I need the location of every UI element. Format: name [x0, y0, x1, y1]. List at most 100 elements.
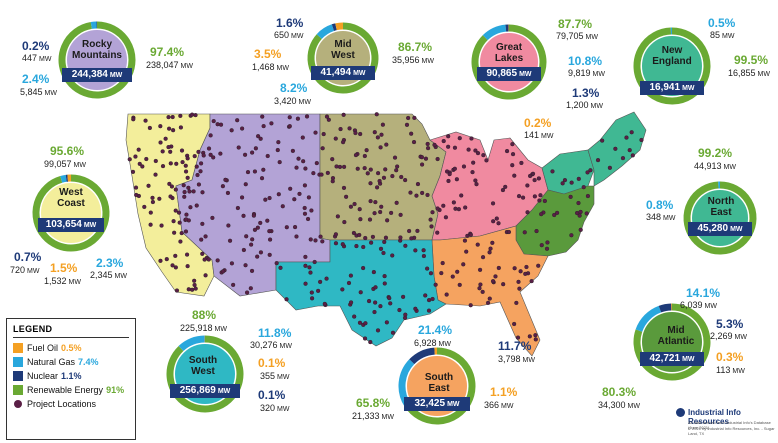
project-location-dot [487, 250, 492, 255]
project-location-dot [363, 321, 368, 326]
project-location-dot [324, 276, 329, 281]
project-location-dot [419, 162, 425, 167]
project-location-dot [150, 195, 155, 200]
project-location-dot [392, 155, 398, 160]
south-west-gas-arc [178, 335, 205, 352]
project-location-dot [368, 199, 373, 204]
project-location-dot [341, 185, 347, 191]
project-location-dot [627, 148, 632, 153]
project-location-dot [491, 219, 496, 224]
project-location-dot [347, 126, 352, 131]
project-location-dot [337, 164, 343, 170]
project-location-dot [324, 114, 330, 119]
project-location-dot [215, 258, 220, 263]
project-location-dot [435, 156, 440, 162]
project-location-dot [454, 177, 459, 182]
project-location-dot [452, 145, 458, 150]
project-location-dot [569, 233, 574, 238]
project-location-dot [520, 195, 526, 200]
project-location-dot [430, 296, 435, 302]
south-west-renewable-arc [166, 335, 244, 413]
project-location-dot [372, 211, 377, 216]
project-location-dot [190, 287, 195, 292]
project-location-dot [381, 250, 386, 256]
project-location-dot [624, 135, 629, 140]
project-location-dot [374, 112, 379, 117]
project-location-dot [330, 175, 336, 181]
project-location-dot [361, 244, 366, 250]
project-location-dot [576, 200, 581, 206]
project-location-dot [496, 265, 501, 271]
project-location-dot [512, 266, 517, 271]
project-location-dot [435, 230, 440, 235]
legend-item-nuclear: Nuclear 1.1% [13, 369, 135, 383]
project-location-dot [519, 160, 524, 166]
project-location-dot [384, 320, 389, 325]
project-location-dot [186, 185, 191, 190]
south-west-fuel-oil-mw: 355 MW [260, 371, 290, 382]
project-location-dot [166, 126, 172, 131]
project-location-dot [496, 221, 501, 226]
project-location-dot [430, 210, 435, 215]
project-location-dot [335, 214, 340, 219]
project-location-dot [560, 181, 565, 186]
project-location-dot [311, 171, 316, 176]
project-location-dot [568, 194, 573, 199]
project-location-dot [153, 172, 158, 177]
project-location-dot [426, 308, 432, 313]
project-location-dot [585, 170, 590, 175]
project-location-dot [578, 227, 583, 232]
natural-gas-swatch [13, 357, 23, 367]
mid-west-name: Mid West [331, 39, 355, 61]
west-coast-nuclear-mw: 720 MW [10, 265, 40, 276]
project-location-dot [527, 334, 532, 339]
project-location-dot [225, 190, 231, 196]
project-location-dot [171, 128, 176, 133]
project-location-dot [157, 196, 162, 201]
project-location-dot [581, 185, 586, 190]
project-location-dot [173, 253, 178, 258]
project-location-dot [307, 265, 312, 270]
project-location-dot [457, 282, 462, 287]
project-location-dot [369, 240, 374, 245]
project-location-dot [346, 280, 352, 286]
project-location-dot [461, 262, 466, 267]
project-location-dot [218, 151, 223, 156]
project-location-dot [399, 174, 404, 180]
project-location-dot [444, 169, 450, 174]
project-location-dot [179, 231, 184, 236]
project-location-dot [200, 251, 205, 256]
project-location-dot [378, 145, 383, 150]
project-location-dot [552, 212, 557, 218]
project-location-dot [248, 286, 253, 291]
north-east-gas-mw: 348 MW [646, 212, 676, 223]
project-location-dot [252, 169, 258, 174]
project-location-dot [419, 155, 425, 160]
project-location-dot [235, 205, 240, 211]
project-location-dot [301, 159, 306, 164]
project-location-dot [363, 235, 368, 241]
project-location-dot [404, 122, 410, 127]
project-location-dot [172, 230, 177, 235]
project-location-dot [529, 279, 534, 284]
project-location-dot [211, 119, 216, 124]
project-location-dot [516, 194, 522, 199]
project-location-dot [480, 289, 485, 294]
project-location-dot [536, 176, 541, 181]
south-west-total: 256,869 MW [170, 384, 240, 398]
project-location-dot [303, 166, 308, 171]
project-location-dot [250, 237, 255, 242]
project-location-dot [300, 135, 305, 140]
project-location-dot [395, 164, 400, 169]
project-location-dot [292, 197, 297, 202]
project-location-dot [168, 161, 173, 166]
project-location-dot [348, 204, 354, 209]
project-location-dot [375, 328, 381, 333]
project-location-dot [174, 288, 180, 293]
project-location-dot [439, 270, 444, 276]
project-location-dot [532, 177, 537, 183]
project-location-dot [181, 183, 186, 188]
project-location-dot [215, 122, 220, 127]
project-location-dot [380, 122, 385, 127]
project-location-dot [287, 124, 292, 129]
